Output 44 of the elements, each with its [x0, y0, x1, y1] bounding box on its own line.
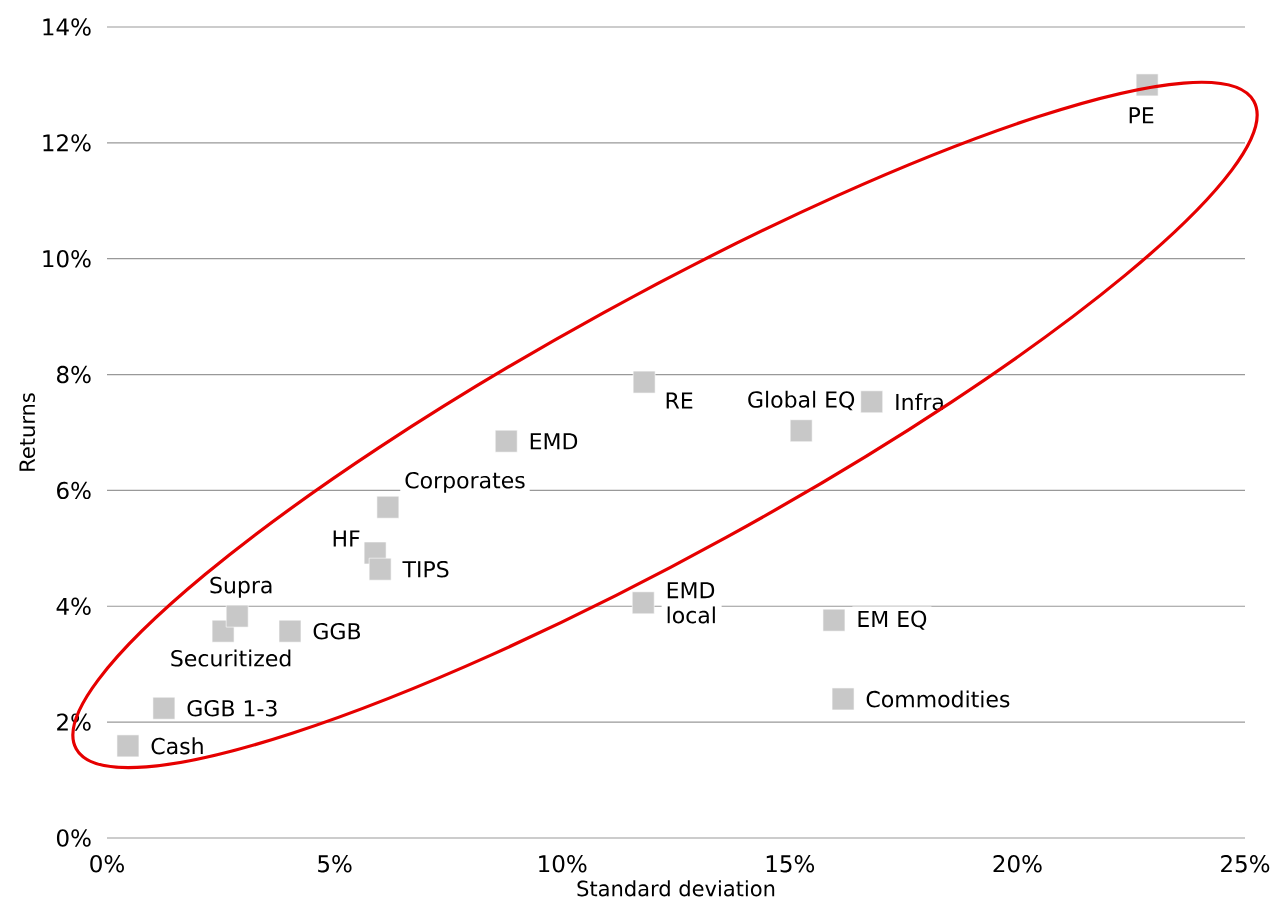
point	[631, 591, 655, 615]
point	[225, 604, 249, 628]
point	[116, 734, 140, 758]
annotation: EMD local	[667, 582, 715, 624]
x-tick-label: 10%	[539, 855, 587, 873]
annotation: Global EQ	[748, 390, 855, 411]
point	[278, 619, 302, 643]
y-tick-label: 4%	[56, 597, 91, 615]
annotation: Commodities	[866, 690, 1010, 708]
y-tick-label: 0%	[56, 829, 91, 847]
y-axis-title: Returns	[19, 393, 36, 471]
annotation: HF	[333, 530, 360, 547]
point	[632, 370, 656, 394]
point	[860, 390, 884, 414]
y-tick-label: 10%	[43, 250, 91, 268]
annotation: GGB	[313, 622, 361, 640]
point	[831, 687, 855, 711]
annotation: GGB 1-3	[187, 699, 277, 717]
annotation: TIPS	[402, 560, 449, 578]
x-tick-label: 0%	[90, 855, 124, 873]
annotation: Supra	[210, 576, 272, 598]
annotation: Securitized	[171, 649, 291, 667]
y-tick-label: 12%	[43, 134, 91, 152]
annotation: Corporates	[405, 471, 525, 493]
annotation: EM EQ	[858, 610, 927, 630]
point	[152, 696, 176, 720]
annotation: Infra	[896, 393, 943, 411]
x-tick-label: 20%	[993, 855, 1042, 873]
point	[376, 495, 400, 519]
y-tick-label: 8%	[57, 365, 91, 384]
x-tick-label: 25%	[1221, 855, 1270, 873]
point	[822, 608, 846, 632]
point	[368, 557, 392, 581]
x-axis-title: Standard deviation	[577, 880, 775, 897]
x-tick-label: 15%	[766, 855, 815, 873]
point	[789, 419, 813, 443]
annotation: Cash	[151, 737, 203, 755]
annotation: RE	[666, 392, 693, 409]
annotation: PE	[1129, 107, 1154, 124]
y-tick-label: 6%	[57, 481, 91, 500]
x-tick-label: 5%	[318, 855, 352, 873]
annotation: EMD	[530, 433, 578, 450]
y-tick-label: 14%	[43, 18, 91, 36]
point	[494, 429, 518, 453]
